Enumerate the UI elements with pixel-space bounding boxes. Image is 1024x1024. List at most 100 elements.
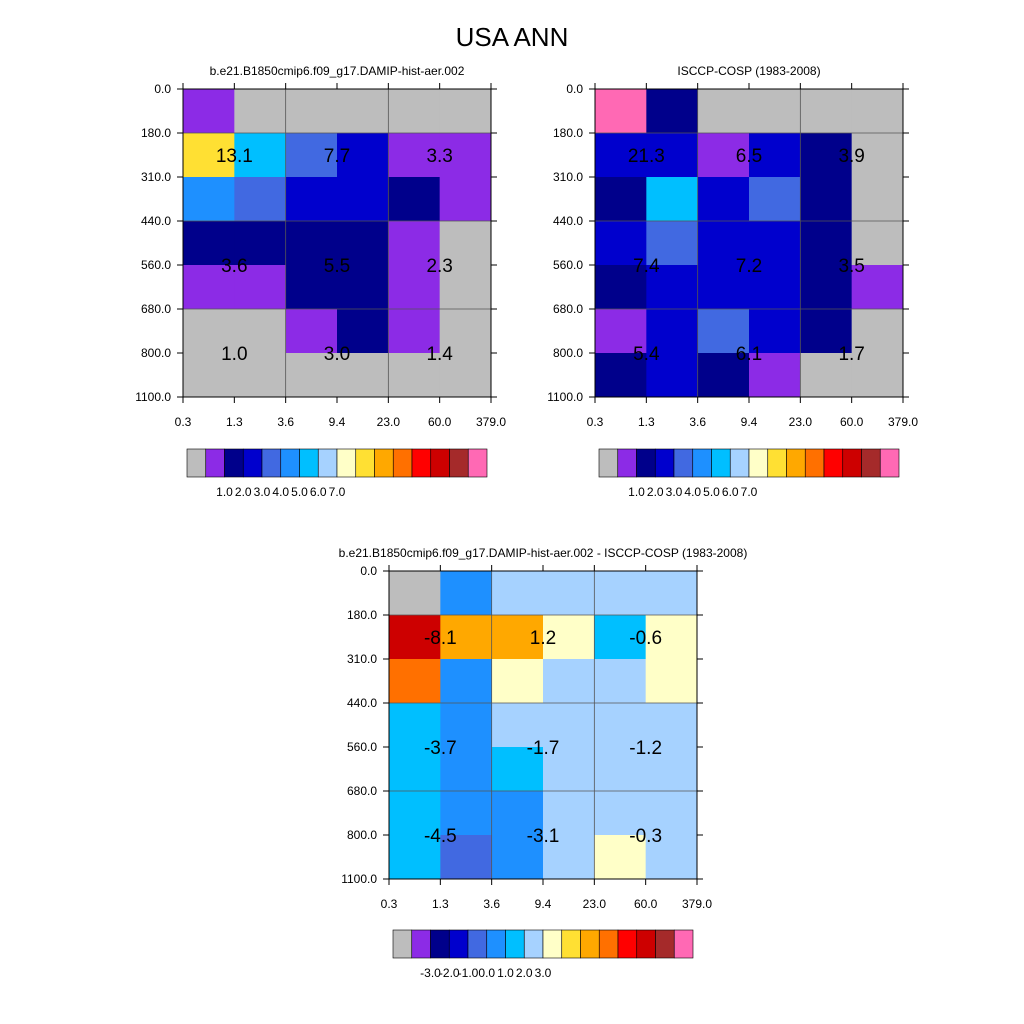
heatmap-cell bbox=[183, 221, 235, 266]
x-tick-label: 3.6 bbox=[483, 897, 500, 911]
y-tick-label: 180.0 bbox=[347, 608, 377, 622]
y-tick-label: 0.0 bbox=[566, 82, 583, 96]
x-tick-label: 23.0 bbox=[583, 897, 607, 911]
heatmap-cell bbox=[594, 747, 647, 792]
heatmap-cell bbox=[851, 265, 904, 310]
panel-title: b.e21.B1850cmip6.f09_g17.DAMIP-hist-aer.… bbox=[210, 64, 465, 78]
heatmap-cell bbox=[851, 89, 904, 134]
heatmap-cell bbox=[595, 133, 647, 178]
colorbar-label: 3.0 bbox=[666, 485, 683, 499]
data-label: 3.9 bbox=[838, 146, 864, 167]
heatmap-cell bbox=[594, 791, 647, 836]
x-tick-label: 1.3 bbox=[638, 415, 655, 429]
heatmap-cell bbox=[389, 703, 441, 748]
heatmap-cell bbox=[800, 353, 853, 398]
colorbar-label: 4.0 bbox=[272, 485, 289, 499]
heatmap-cell bbox=[337, 353, 389, 398]
y-tick-label: 1100.0 bbox=[547, 390, 583, 404]
data-label: 13.1 bbox=[216, 146, 253, 167]
panel-top-right: ISCCP-COSP (1983-2008) 0.3 1.3 3.6 9.4 23.0 60… bbox=[547, 64, 918, 499]
heatmap-cell bbox=[439, 221, 492, 266]
heatmap-cell bbox=[749, 89, 801, 134]
colorbar-box bbox=[598, 929, 619, 959]
x-tick-label: 60.0 bbox=[428, 415, 452, 429]
colorbar-label: 6.0 bbox=[722, 485, 739, 499]
heatmap-cell bbox=[183, 309, 235, 354]
figure-title: USA ANN bbox=[456, 22, 569, 52]
y-tick-label: 440.0 bbox=[141, 214, 171, 228]
heatmap-cell bbox=[800, 89, 853, 134]
heatmap-cell bbox=[389, 615, 441, 660]
x-tick-label: 23.0 bbox=[789, 415, 813, 429]
y-tick-label: 0.0 bbox=[154, 82, 171, 96]
heatmap-cell bbox=[595, 177, 647, 222]
panel-title: ISCCP-COSP (1983-2008) bbox=[677, 64, 820, 78]
heatmap-cell bbox=[645, 571, 698, 616]
heatmap-cell bbox=[594, 571, 647, 616]
data-label: 6.5 bbox=[736, 146, 762, 167]
heatmap-cell bbox=[851, 353, 904, 398]
heatmap-cell bbox=[645, 703, 698, 748]
heatmap-cell bbox=[440, 615, 493, 660]
colorbar-label: 1.0 bbox=[497, 966, 514, 980]
heatmap-cell bbox=[697, 133, 750, 178]
x-tick-label: 60.0 bbox=[634, 897, 658, 911]
data-label: 3.3 bbox=[426, 146, 452, 167]
y-tick-label: 560.0 bbox=[347, 740, 377, 754]
colorbar-box bbox=[430, 929, 450, 959]
colorbar-label: -2.0 bbox=[439, 966, 460, 980]
colorbar-box bbox=[186, 448, 207, 478]
data-label: -1.7 bbox=[527, 738, 560, 759]
heatmap-cell bbox=[439, 265, 492, 310]
heatmap-cell bbox=[543, 615, 595, 660]
heatmap-cell bbox=[183, 89, 235, 134]
colorbar-box bbox=[711, 448, 731, 478]
heatmap-cell bbox=[697, 353, 750, 398]
colorbar-box bbox=[729, 448, 750, 478]
x-tick-label: 60.0 bbox=[840, 415, 864, 429]
colorbar-box bbox=[486, 929, 506, 959]
heatmap-cell bbox=[337, 221, 389, 266]
colorbar-box bbox=[392, 929, 413, 959]
heatmap-cell bbox=[646, 177, 699, 222]
colorbar-box bbox=[505, 929, 525, 959]
y-tick-label: 560.0 bbox=[553, 258, 583, 272]
y-tick-label: 310.0 bbox=[347, 652, 377, 666]
colorbar-box bbox=[823, 448, 844, 478]
heatmap-cell bbox=[389, 747, 441, 792]
x-tick-label: 0.3 bbox=[587, 415, 604, 429]
colorbar-box bbox=[449, 448, 469, 478]
heatmap-cell bbox=[183, 265, 235, 310]
heatmap-cell bbox=[337, 265, 389, 310]
colorbar-label: 5.0 bbox=[703, 485, 720, 499]
heatmap-cell bbox=[439, 133, 492, 178]
heatmap-cell bbox=[697, 89, 750, 134]
heatmap-cell bbox=[491, 703, 544, 748]
y-tick-label: 1100.0 bbox=[341, 872, 377, 886]
heatmap-cell bbox=[439, 177, 492, 222]
heatmap-cell bbox=[234, 177, 287, 222]
data-label: -0.3 bbox=[629, 826, 662, 847]
heatmap-cell bbox=[440, 571, 493, 616]
colorbar-box bbox=[336, 448, 357, 478]
heatmap-cell bbox=[697, 265, 750, 310]
heatmap-cell bbox=[646, 221, 699, 266]
heatmap-cell bbox=[234, 89, 287, 134]
heatmap-cell bbox=[285, 309, 338, 354]
heatmap-cell bbox=[749, 177, 801, 222]
heatmap-cell bbox=[388, 353, 441, 398]
x-tick-label: 0.3 bbox=[175, 415, 192, 429]
heatmap-cell bbox=[285, 89, 338, 134]
colorbar-label: 3.0 bbox=[535, 966, 552, 980]
colorbar-box bbox=[842, 448, 862, 478]
heatmap-cell bbox=[646, 89, 699, 134]
heatmap-cell bbox=[234, 309, 287, 354]
colorbar-label: 2.0 bbox=[235, 485, 252, 499]
colorbar-label: 6.0 bbox=[310, 485, 327, 499]
heatmap-cell bbox=[285, 353, 338, 398]
data-label: 21.3 bbox=[628, 146, 665, 167]
y-tick-label: 680.0 bbox=[141, 302, 171, 316]
heatmap-cell bbox=[543, 703, 595, 748]
data-label: 1.7 bbox=[838, 344, 864, 365]
heatmap-cell bbox=[595, 89, 647, 134]
